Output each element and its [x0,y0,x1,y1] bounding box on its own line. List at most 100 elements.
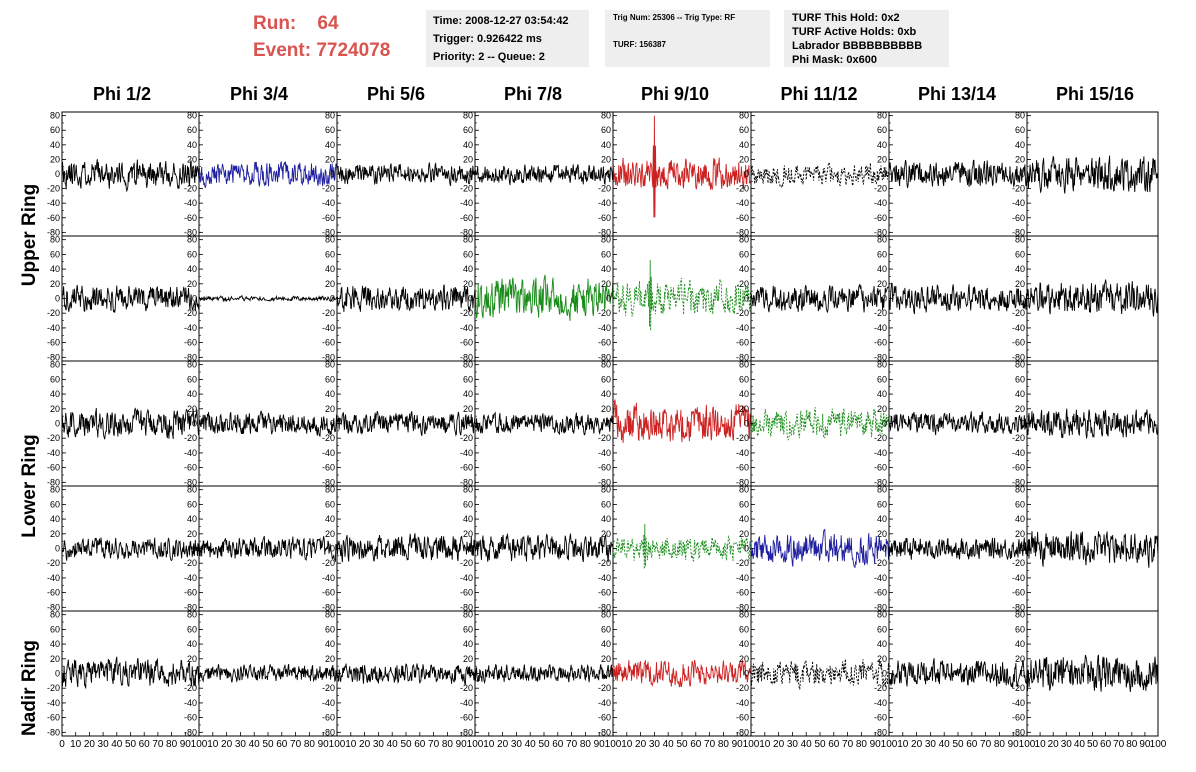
y-tick-label: 40 [325,639,335,649]
y-tick-label: 40 [1015,514,1025,524]
y-tick-label: 80 [877,485,887,495]
y-tick-label: 60 [1015,249,1025,259]
y-tick-label: 40 [739,639,749,649]
y-tick-label: -20 [736,184,749,194]
waveform-trace [198,294,338,303]
x-tick-label: 10 [483,739,495,750]
y-tick-label: -40 [874,448,887,458]
waveform-trace [198,535,338,563]
y-tick-label: -20 [598,558,611,568]
y-tick-label: 80 [463,360,473,370]
y-tick-label: 60 [877,499,887,509]
y-tick-label: 60 [1015,125,1025,135]
y-tick-label: -80 [184,602,197,612]
y-tick-label: 0 [606,294,611,304]
waveform-trace [474,533,614,563]
y-tick-label: 40 [739,514,749,524]
y-tick-label: -80 [460,352,473,362]
waveform-panel-r2-c4: 80 60 40 20 0 -20 -40 -60 -80 [460,235,614,362]
waveform-trace [474,663,614,685]
y-tick-label: -80 [184,227,197,237]
x-tick-label: 100 [191,739,208,750]
y-tick-label: 20 [463,279,473,289]
waveform-panel-r3-c8: 80 60 40 20 0 -20 -40 -60 -80 [1012,360,1159,487]
x-tick-label: 80 [1126,739,1138,750]
x-tick-label: 70 [842,739,854,750]
y-tick-label: 40 [325,140,335,150]
y-tick-label: 80 [739,111,749,121]
x-tick-label: 90 [870,739,882,750]
y-tick-label: 60 [739,125,749,135]
y-tick-label: 60 [187,125,197,135]
y-tick-label: -80 [184,477,197,487]
run-value: 64 [317,13,339,34]
y-tick-label: 80 [187,111,197,121]
x-tick-label: 60 [966,739,978,750]
y-tick-label: 80 [601,111,611,121]
y-tick-label: 80 [739,610,749,620]
x-tick-label: 40 [111,739,123,750]
y-tick-label: 0 [1020,544,1025,554]
y-tick-label: 40 [50,264,60,274]
y-tick-label: 80 [463,610,473,620]
y-tick-label: -60 [322,713,335,723]
x-tick-label: 70 [428,739,440,750]
y-tick-label: 40 [325,389,335,399]
phi-label-5: Phi 5/6 [366,84,426,104]
y-tick-label: -80 [460,602,473,612]
y-tick-label: -20 [874,683,887,693]
y-tick-label: 60 [187,624,197,634]
waveform-trace [612,260,752,331]
phi-label-15: Phi 15/16 [1055,84,1135,104]
y-tick-label: -40 [47,573,60,583]
y-tick-label: -40 [598,198,611,208]
y-tick-label: -80 [47,602,60,612]
y-tick-label: -80 [598,227,611,237]
turf-holds-box: TURF This Hold: 0x2 TURF Active Holds: 0… [784,10,949,67]
y-tick-label: 20 [739,529,749,539]
y-tick-label: 60 [739,624,749,634]
x-tick-label: 20 [497,739,509,750]
y-tick-label: 20 [1015,404,1025,414]
y-tick-label: 60 [877,624,887,634]
y-tick-label: 0 [468,544,473,554]
y-tick-label: 40 [601,514,611,524]
x-tick-label: 0 [59,739,65,750]
y-tick-label: 80 [325,360,335,370]
waveform-trace [612,399,752,443]
trig-num-box: Trig Num: 25306 -- Trig Type: RF TURF: 1… [605,10,770,67]
x-tick-label: 30 [925,739,937,750]
phi-label-1: Phi 1/2 [92,84,152,104]
waveform-trace [888,159,1028,188]
y-tick-label: -20 [874,433,887,443]
time-trigger-box: Time: 2008-12-27 03:54:42 Trigger: 0.926… [426,10,589,67]
y-tick-label: 40 [1015,264,1025,274]
waveform-panel-r3-c5: 80 60 40 20 0 -20 -40 -60 -80 [598,360,752,487]
y-tick-label: -40 [322,448,335,458]
y-tick-label: 20 [50,529,60,539]
waveform-trace [888,658,1028,688]
y-tick-label: -60 [874,588,887,598]
y-tick-label: -80 [322,352,335,362]
y-tick-label: -40 [736,448,749,458]
y-tick-label: -20 [598,433,611,443]
y-tick-label: -60 [184,463,197,473]
waveform-panel-r5-c2: 80 60 40 20 0 -20 -40 -60 -80 [184,610,338,737]
y-tick-label: -40 [736,198,749,208]
y-tick-label: -60 [460,463,473,473]
waveform-panel-r3-c4: 80 60 40 20 0 -20 -40 -60 -80 [460,360,614,487]
x-tick-label: 90 [318,739,330,750]
y-tick-label: 40 [187,140,197,150]
y-tick-label: -20 [47,308,60,318]
waveform-panel-r5-c5: 80 60 40 20 0 -20 -40 -60 -80 [598,610,752,737]
y-tick-label: -20 [322,683,335,693]
x-tick-label: 100 [467,739,484,750]
y-tick-label: -40 [874,198,887,208]
y-tick-label: 0 [330,544,335,554]
y-tick-label: 0 [330,294,335,304]
y-tick-label: 20 [1015,654,1025,664]
y-tick-label: -20 [1012,433,1025,443]
y-tick-label: 80 [463,111,473,121]
x-tick-label: 10 [345,739,357,750]
